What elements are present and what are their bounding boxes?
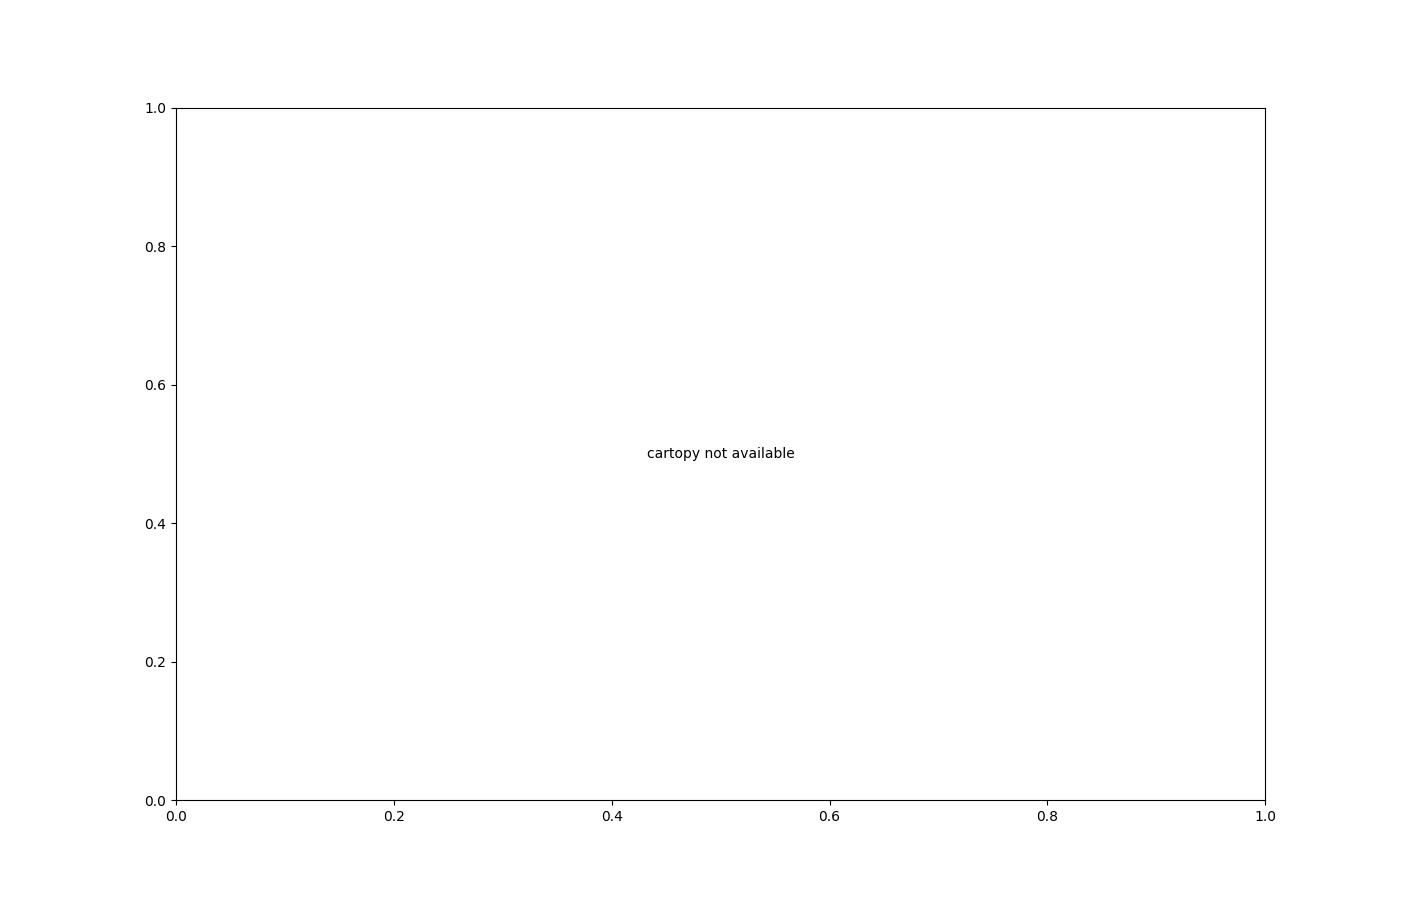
Text: cartopy not available: cartopy not available	[647, 447, 794, 461]
